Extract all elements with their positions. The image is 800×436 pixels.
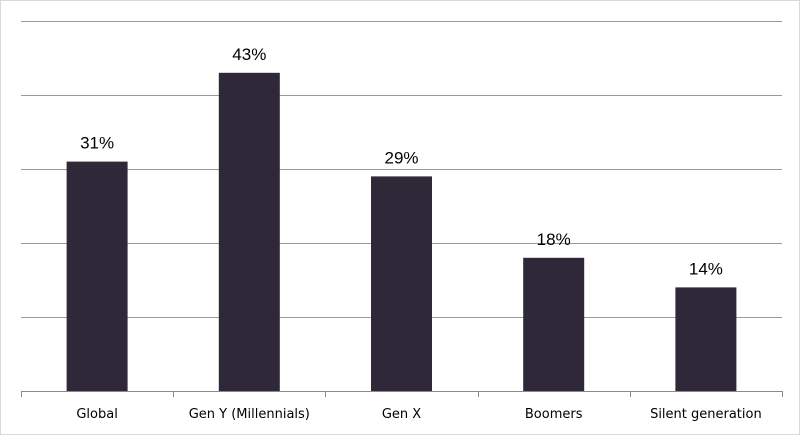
- bar-silent-generation: [675, 287, 737, 391]
- x-tick-label: Global: [76, 407, 117, 422]
- data-labels: 31% 43% 29% 18% 14%: [80, 45, 723, 279]
- bar-gen-y-millennials: [218, 72, 280, 392]
- bar-boomers: [523, 257, 585, 391]
- data-label: 18%: [537, 230, 571, 249]
- data-label: 31%: [80, 134, 114, 153]
- gridlines: [21, 21, 783, 397]
- x-tick-label: Boomers: [525, 407, 583, 422]
- bar-global: [66, 161, 128, 391]
- x-tick-label: Gen Y (Millennials): [189, 407, 310, 422]
- data-label: 14%: [689, 259, 723, 278]
- x-tick-label: Silent generation: [650, 407, 762, 422]
- x-tick-label: Gen X: [382, 407, 421, 422]
- bars: [66, 72, 737, 392]
- data-label: 43%: [232, 45, 266, 64]
- data-label: 29%: [384, 148, 418, 167]
- category-tick-labels: Global Gen Y (Millennials) Gen X Boomers Sil…: [76, 407, 761, 422]
- bar-gen-x: [371, 176, 432, 391]
